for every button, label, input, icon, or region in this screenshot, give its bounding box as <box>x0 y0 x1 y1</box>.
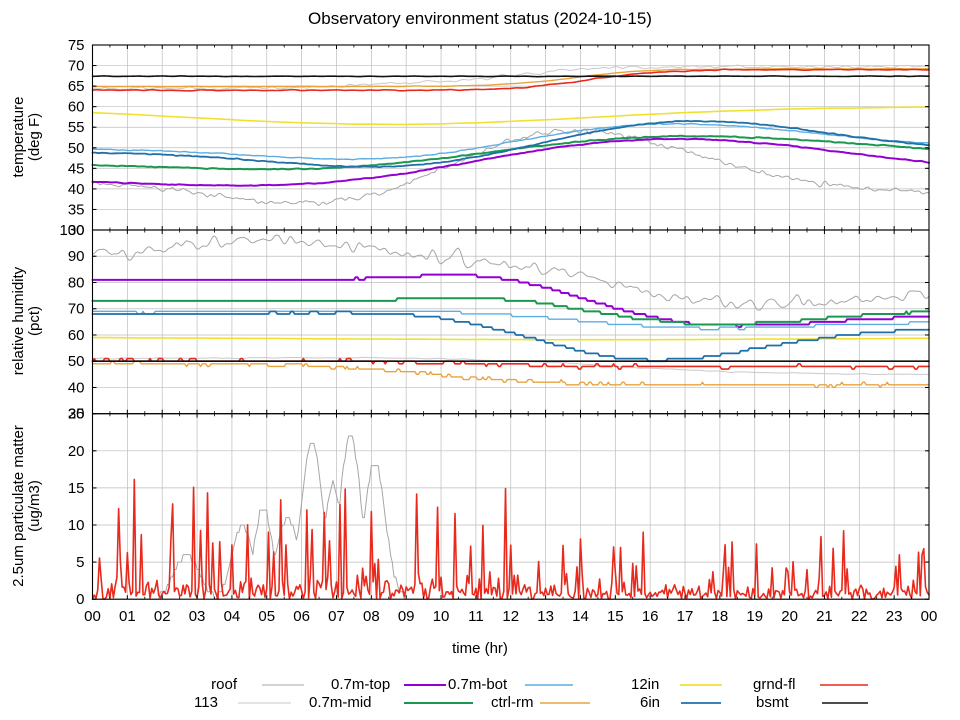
svg-text:12: 12 <box>502 608 519 625</box>
svg-text:65: 65 <box>68 78 85 95</box>
svg-text:14: 14 <box>572 608 589 625</box>
svg-text:13: 13 <box>537 608 554 625</box>
svg-text:11: 11 <box>468 608 484 625</box>
svg-text:50: 50 <box>68 353 85 370</box>
svg-text:10: 10 <box>68 517 85 534</box>
svg-text:20: 20 <box>68 443 85 460</box>
svg-text:5: 5 <box>76 554 84 571</box>
svg-text:55: 55 <box>68 119 85 136</box>
svg-text:35: 35 <box>68 201 85 218</box>
svg-text:00: 00 <box>921 608 938 625</box>
svg-text:02: 02 <box>154 608 171 625</box>
svg-text:07: 07 <box>328 608 345 625</box>
svg-text:0: 0 <box>76 591 84 608</box>
svg-text:03: 03 <box>189 608 206 625</box>
svg-text:80: 80 <box>68 274 85 291</box>
svg-text:70: 70 <box>68 301 85 318</box>
svg-text:10: 10 <box>433 608 450 625</box>
svg-text:60: 60 <box>68 99 85 116</box>
svg-text:23: 23 <box>886 608 903 625</box>
svg-text:20: 20 <box>781 608 798 625</box>
svg-text:18: 18 <box>712 608 729 625</box>
svg-text:21: 21 <box>816 608 833 625</box>
svg-text:100: 100 <box>59 222 84 239</box>
svg-text:19: 19 <box>746 608 763 625</box>
svg-text:17: 17 <box>677 608 694 625</box>
svg-text:75: 75 <box>68 37 85 54</box>
svg-text:15: 15 <box>68 480 85 497</box>
svg-text:04: 04 <box>224 608 241 625</box>
svg-text:40: 40 <box>68 181 85 198</box>
svg-text:05: 05 <box>258 608 275 625</box>
svg-text:40: 40 <box>68 379 85 396</box>
svg-text:25: 25 <box>68 406 85 423</box>
svg-text:00: 00 <box>84 608 101 625</box>
svg-text:50: 50 <box>68 140 85 157</box>
svg-text:06: 06 <box>293 608 310 625</box>
svg-text:60: 60 <box>68 327 85 344</box>
svg-text:08: 08 <box>363 608 380 625</box>
svg-text:01: 01 <box>119 608 136 625</box>
svg-text:15: 15 <box>607 608 624 625</box>
svg-text:16: 16 <box>642 608 659 625</box>
svg-text:70: 70 <box>68 58 85 75</box>
svg-text:22: 22 <box>851 608 868 625</box>
svg-text:90: 90 <box>68 248 85 265</box>
svg-text:45: 45 <box>68 160 85 177</box>
svg-text:09: 09 <box>398 608 415 625</box>
